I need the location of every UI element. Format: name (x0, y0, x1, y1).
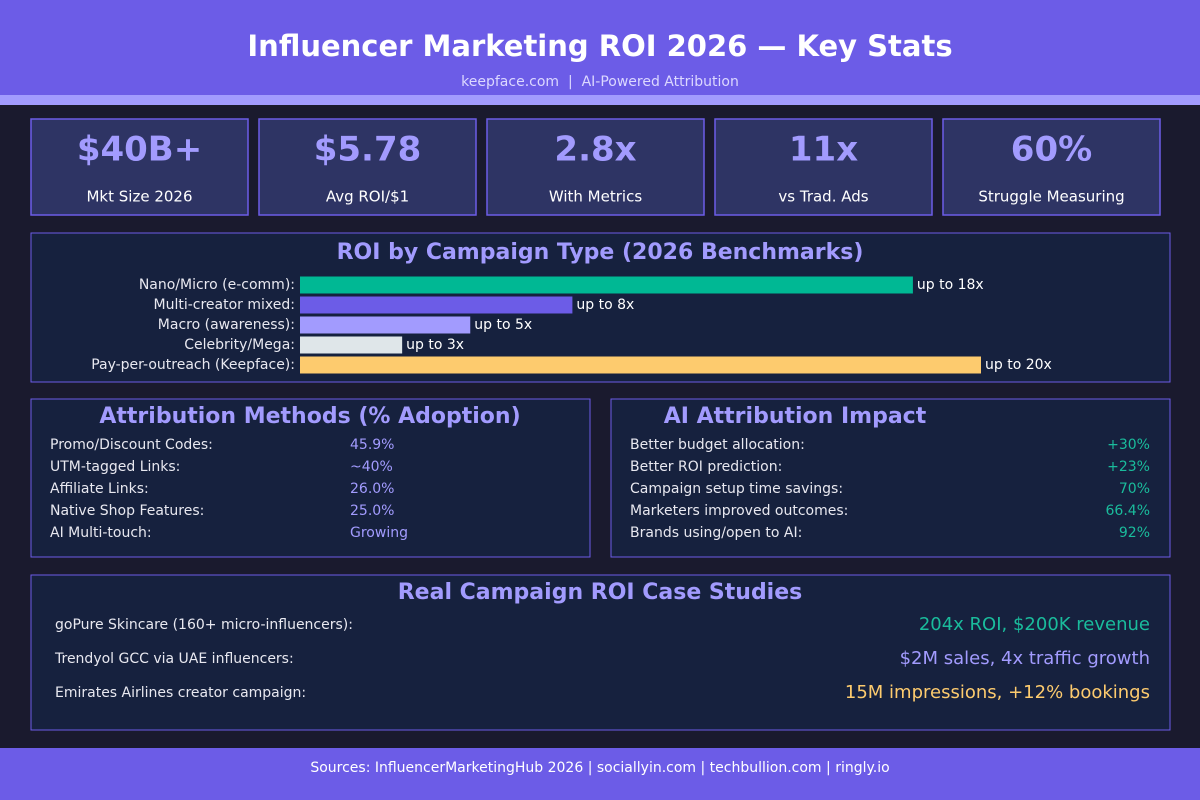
case-label: goPure Skincare (160+ micro-influencers)… (55, 617, 353, 633)
ai-label: Better ROI prediction: (630, 459, 782, 475)
attribution-label: Affiliate Links: (50, 481, 149, 497)
attribution-value: 45.9% (350, 437, 394, 453)
stat-value: 60% (1011, 130, 1092, 170)
stat-value: $5.78 (314, 130, 422, 170)
ai-value: 66.4% (1106, 503, 1150, 519)
ai-label: Marketers improved outcomes: (630, 503, 848, 519)
case-value: 15M impressions, +12% bookings (845, 682, 1150, 703)
ai-value: 70% (1119, 481, 1150, 497)
stat-label: Avg ROI/$1 (326, 188, 409, 206)
stat-card (942, 118, 1161, 216)
ai-value: +23% (1107, 459, 1150, 475)
stat-value: 2.8x (554, 130, 636, 170)
stat-label: Struggle Measuring (978, 188, 1124, 206)
bar-value-label: up to 20x (985, 357, 1052, 373)
ai-label: Brands using/open to AI: (630, 525, 802, 541)
attribution-title: Attribution Methods (% Adoption) (99, 404, 520, 429)
header-bg (0, 0, 1200, 95)
stat-value: $40B+ (77, 130, 202, 170)
stat-card (30, 118, 249, 216)
bar (300, 276, 913, 294)
bar-label: Nano/Micro (e-comm): (139, 277, 295, 293)
ai-label: Better budget allocation: (630, 437, 805, 453)
attribution-value: 26.0% (350, 481, 394, 497)
ai-value: +30% (1107, 437, 1150, 453)
case-label: Trendyol GCC via UAE influencers: (54, 651, 294, 667)
footer: Sources: InfluencerMarketingHub 2026 | s… (310, 760, 889, 776)
footer-bg (0, 748, 1200, 800)
attribution-panel (30, 398, 591, 558)
stat-card (258, 118, 477, 216)
bar-label: Pay-per-outreach (Keepface): (91, 357, 295, 373)
ai-label: Campaign setup time savings: (630, 481, 843, 497)
stat-card (486, 118, 705, 216)
attribution-label: AI Multi-touch: (50, 525, 152, 541)
bar-label: Celebrity/Mega: (184, 337, 295, 353)
attribution-label: Native Shop Features: (50, 503, 204, 519)
attribution-value: 25.0% (350, 503, 394, 519)
case-value: $2M sales, 4x traffic growth (900, 648, 1150, 669)
attribution-value: ~40% (350, 459, 393, 475)
attribution-value: Growing (350, 525, 408, 541)
bar-value-label: up to 18x (917, 277, 984, 293)
roi-title: ROI by Campaign Type (2026 Benchmarks) (337, 240, 864, 265)
bar-label: Multi-creator mixed: (154, 297, 295, 313)
stat-label: Mkt Size 2026 (86, 188, 192, 206)
ai-title: AI Attribution Impact (664, 404, 927, 429)
bar (300, 296, 573, 314)
bar-label: Macro (awareness): (158, 317, 295, 333)
case-value: 204x ROI, $200K revenue (919, 614, 1150, 635)
stat-card (714, 118, 933, 216)
header-strip (0, 95, 1200, 105)
cases-title: Real Campaign ROI Case Studies (398, 580, 803, 605)
stat-label: vs Trad. Ads (778, 188, 868, 206)
bar-value-label: up to 5x (474, 317, 532, 333)
bar (300, 316, 471, 334)
title: Influencer Marketing ROI 2026 — Key Stat… (247, 29, 952, 63)
attribution-label: Promo/Discount Codes: (50, 437, 213, 453)
cases-panel (30, 574, 1171, 731)
case-label: Emirates Airlines creator campaign: (55, 685, 306, 701)
bar-value-label: up to 8x (576, 297, 634, 313)
stat-value: 11x (789, 130, 858, 170)
bar (300, 356, 981, 374)
attribution-label: UTM-tagged Links: (50, 459, 180, 475)
bar-value-label: up to 3x (406, 337, 464, 353)
bar (300, 336, 403, 354)
ai-panel (610, 398, 1171, 558)
subtitle: keepface.com | AI-Powered Attribution (461, 74, 739, 90)
stat-label: With Metrics (549, 188, 642, 206)
ai-value: 92% (1119, 525, 1150, 541)
